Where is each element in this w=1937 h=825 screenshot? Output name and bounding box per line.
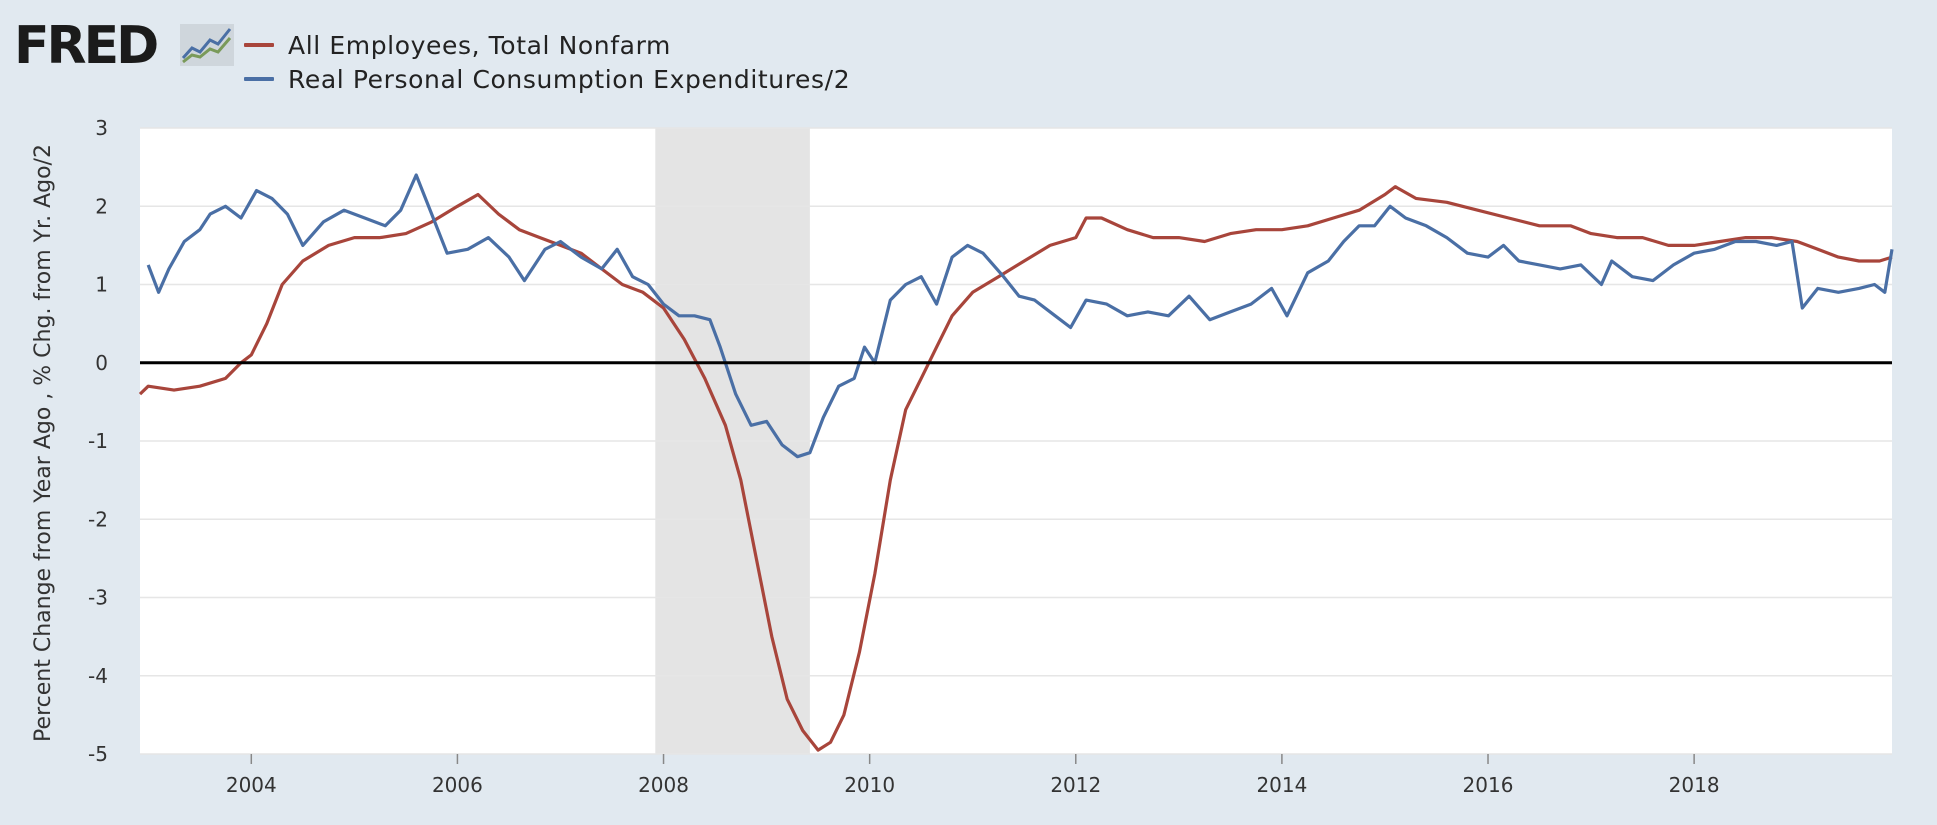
x-tick-label: 2008 <box>638 773 689 797</box>
y-tick-label: -3 <box>88 586 108 610</box>
series-line-pce <box>146 173 1894 459</box>
y-tick-label: -1 <box>88 429 108 453</box>
x-tick-label: 2016 <box>1463 773 1514 797</box>
logo-text: FRED <box>14 16 159 76</box>
y-tick-label: -4 <box>88 664 108 688</box>
legend-swatch-pce <box>244 77 274 81</box>
y-tick-label: 1 <box>95 273 108 297</box>
x-tick-label: 2006 <box>432 773 483 797</box>
legend-label-pce: Real Personal Consumption Expenditures/2 <box>288 64 851 94</box>
legend-label-employees: All Employees, Total Nonfarm <box>288 30 671 60</box>
x-tick-label: 2010 <box>844 773 895 797</box>
y-tick-label: -5 <box>88 742 108 766</box>
y-tick-label: 2 <box>95 194 108 218</box>
legend-item-employees: All Employees, Total Nonfarm <box>244 28 850 62</box>
x-tick-label: 2012 <box>1050 773 1101 797</box>
y-tick-label: -2 <box>88 507 108 531</box>
y-tick-label: 0 <box>95 351 108 375</box>
x-tick-label: 2018 <box>1669 773 1720 797</box>
legend-item-pce: Real Personal Consumption Expenditures/2 <box>244 62 850 96</box>
y-tick-label: 3 <box>95 116 108 140</box>
logo-graph-icon <box>180 24 234 66</box>
legend: All Employees, Total Nonfarm Real Person… <box>244 28 850 96</box>
x-tick-label: 2014 <box>1256 773 1307 797</box>
y-axis-title: Percent Change from Year Ago , % Chg. fr… <box>31 144 56 742</box>
legend-swatch-employees <box>244 43 274 47</box>
series-line-employees <box>138 185 1893 752</box>
x-tick-label: 2004 <box>226 773 277 797</box>
